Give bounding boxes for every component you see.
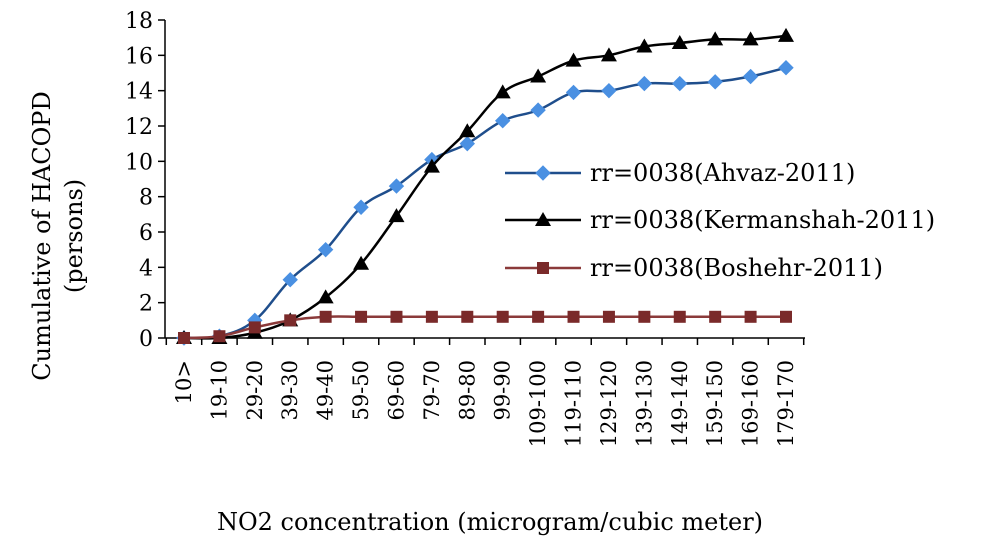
square-marker (537, 262, 549, 274)
x-tick-label: 29-20 (243, 360, 267, 421)
x-tick-label: 89-80 (455, 360, 479, 421)
y-tick-label: 2 (139, 292, 153, 317)
square-marker (178, 332, 190, 344)
series-diamond (176, 59, 794, 346)
x-tick-label: 19-10 (207, 360, 231, 421)
triangle-marker (423, 158, 440, 173)
square-marker (355, 310, 368, 323)
y-tick-label: 10 (125, 150, 153, 175)
square-marker (532, 310, 545, 323)
square-marker (319, 310, 332, 323)
y-tick-label: 12 (125, 115, 153, 140)
diamond-marker (707, 74, 723, 90)
square-marker (496, 310, 509, 323)
diamond-marker (636, 75, 653, 92)
square-marker (567, 310, 580, 323)
x-tick-label: 69-60 (384, 360, 408, 421)
legend-label: rr=0038(Kermanshah-2011) (590, 206, 935, 234)
y-tick-label: 16 (125, 44, 153, 69)
y-tick-label: 8 (139, 186, 153, 211)
diamond-marker (535, 165, 551, 181)
series-square (178, 310, 792, 344)
triangle-marker (778, 27, 794, 42)
y-tick-label: 4 (139, 256, 153, 281)
legend-label: rr=0038(Boshehr-2011) (590, 254, 883, 282)
triangle-marker (535, 212, 551, 226)
triangle-marker (600, 47, 617, 62)
diamond-marker (601, 82, 617, 99)
square-marker (744, 310, 757, 323)
square-marker (780, 310, 792, 323)
y-axis-ticks: 0 2 4 6 8 10 12 14 16 18 (125, 9, 165, 352)
y-tick-label: 6 (139, 221, 153, 246)
diamond-marker (494, 112, 511, 129)
triangle-marker (388, 208, 405, 223)
x-tick-label: 169-160 (739, 360, 763, 447)
diamond-marker (317, 241, 334, 258)
diamond-marker (459, 135, 476, 152)
legend-label: rr=0038(Ahvaz-2011) (590, 159, 855, 187)
diamond-marker (672, 75, 688, 92)
series-line (183, 66, 787, 340)
x-tick-label: 49-40 (314, 360, 338, 421)
triangle-marker (494, 84, 511, 99)
square-marker (709, 310, 722, 323)
x-tick-label: 10> (172, 360, 196, 404)
x-tick-label: 39-30 (278, 360, 302, 421)
diamond-marker (388, 178, 405, 194)
diamond-marker (530, 102, 546, 118)
triangle-marker (707, 31, 724, 46)
x-tick-label: 179-170 (774, 360, 798, 447)
diamond-marker (282, 271, 298, 288)
diamond-marker (565, 84, 582, 101)
triangle-marker (565, 52, 582, 67)
square-marker (390, 310, 403, 323)
x-tick-label: 149-140 (668, 360, 692, 447)
x-tick-label: 139-130 (632, 360, 656, 447)
triangle-marker (459, 123, 476, 138)
x-tick-label: 59-50 (349, 360, 373, 421)
triangle-marker (530, 68, 547, 83)
triangle-marker (742, 31, 759, 46)
triangle-marker (317, 289, 334, 304)
triangle-marker (353, 255, 370, 270)
x-tick-label: 129-120 (597, 360, 621, 447)
square-marker (602, 310, 615, 323)
x-tick-label: 99-90 (491, 360, 515, 421)
square-marker (638, 310, 651, 323)
y-tick-label: 0 (139, 327, 153, 352)
diamond-marker (742, 68, 759, 85)
x-axis-title: NO2 concentration (microgram/cubic meter… (217, 508, 763, 536)
x-axis-ticks: 10> 19-10 29-20 39-30 49-40 59-50 69-60 79-70 89… (165, 338, 805, 447)
legend: rr=0038(Ahvaz-2011) rr=0038(Kermanshah-20… (505, 159, 935, 282)
y-tick-label: 18 (125, 9, 153, 34)
square-marker (461, 310, 474, 323)
y-axis-title-line-2: (persons) (60, 179, 88, 293)
x-tick-label: 109-100 (526, 360, 550, 447)
y-axis-title-line-1: Cumulative of HACOPD (28, 91, 56, 380)
square-marker (248, 321, 261, 334)
series-layer (176, 27, 794, 346)
diamond-marker (778, 59, 794, 76)
square-marker (213, 330, 226, 343)
diamond-marker (353, 199, 369, 215)
y-tick-label: 14 (125, 80, 153, 105)
square-marker (425, 310, 438, 323)
triangle-marker (636, 38, 653, 53)
triangle-marker (671, 34, 688, 49)
x-tick-label: 79-70 (420, 360, 444, 421)
x-tick-label: 119-110 (562, 360, 586, 447)
square-marker (673, 310, 686, 323)
square-marker (284, 314, 297, 327)
x-tick-label: 159-150 (703, 360, 727, 447)
series-line (183, 34, 787, 340)
